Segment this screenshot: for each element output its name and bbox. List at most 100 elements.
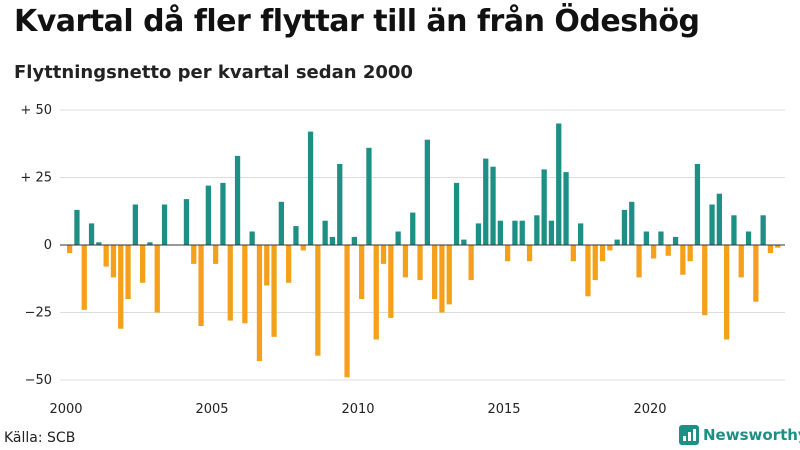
bar-negative xyxy=(227,245,233,321)
bar-positive xyxy=(490,166,496,245)
bar-positive xyxy=(278,201,284,245)
bar-negative xyxy=(724,245,730,340)
bar-negative xyxy=(344,245,350,378)
bar-negative xyxy=(417,245,423,281)
bar-positive xyxy=(541,169,547,245)
bar-positive xyxy=(512,220,518,245)
bar-positive xyxy=(88,223,95,245)
bar-negative xyxy=(505,245,511,262)
bar-negative xyxy=(380,245,387,264)
bar-positive xyxy=(351,236,357,245)
x-tick-label: 2005 xyxy=(195,402,228,417)
bar-negative xyxy=(256,245,263,362)
bar-positive xyxy=(621,209,628,245)
bar-positive xyxy=(658,231,664,245)
bar-positive xyxy=(234,155,241,245)
bar-positive xyxy=(519,220,525,245)
x-tick-label: 2015 xyxy=(487,402,520,417)
bar-negative xyxy=(636,245,642,278)
bar-positive xyxy=(395,231,401,245)
bar-negative xyxy=(110,245,117,278)
chart-logo-icon xyxy=(679,425,699,445)
bar-positive xyxy=(337,164,343,245)
bar-positive xyxy=(709,204,715,245)
bar-positive xyxy=(497,220,503,245)
y-tick-label: + 25 xyxy=(20,171,52,186)
bar-negative xyxy=(125,245,131,299)
bar-positive xyxy=(220,182,226,245)
bar-negative xyxy=(665,245,671,256)
bar-positive xyxy=(410,212,416,245)
bar-negative xyxy=(315,245,321,356)
bar-positive xyxy=(614,239,620,245)
bar-positive xyxy=(731,215,737,245)
bar-positive xyxy=(183,199,190,245)
bar-positive xyxy=(534,215,540,245)
bar-negative xyxy=(286,245,292,283)
bar-negative xyxy=(67,245,73,254)
bar-negative xyxy=(702,245,708,316)
bar-negative xyxy=(402,245,409,278)
bar-positive xyxy=(249,231,255,245)
bar-positive xyxy=(322,220,328,245)
y-tick-label: 0 xyxy=(44,238,52,253)
bar-negative xyxy=(388,245,394,318)
bar-negative xyxy=(271,245,277,337)
source-note: Källa: SCB xyxy=(4,430,76,446)
bar-positive xyxy=(563,172,569,245)
bar-negative xyxy=(599,245,606,262)
bar-positive xyxy=(578,223,584,245)
bar-positive xyxy=(307,131,314,245)
y-tick-label: −50 xyxy=(25,373,52,388)
bar-negative xyxy=(198,245,204,326)
bar-positive xyxy=(461,239,467,245)
bar-negative xyxy=(570,245,576,262)
bar-negative xyxy=(118,245,124,329)
bar-positive xyxy=(548,220,555,245)
bar-negative xyxy=(680,245,686,275)
bar-negative xyxy=(373,245,379,340)
bar-negative xyxy=(738,245,744,278)
x-tick-label: 2020 xyxy=(633,402,666,417)
bar-positive xyxy=(643,231,649,245)
bar-negative xyxy=(81,245,87,310)
bar-positive xyxy=(745,231,752,245)
bar-positive xyxy=(672,236,679,245)
bar-positive xyxy=(483,158,489,245)
bar-negative xyxy=(651,245,657,259)
bar-positive xyxy=(453,182,460,245)
bar-negative xyxy=(592,245,598,281)
bar-negative xyxy=(607,245,613,251)
bar-negative xyxy=(446,245,452,305)
bar-negative xyxy=(767,245,774,254)
bar-positive xyxy=(475,223,482,245)
bar-positive xyxy=(147,242,153,245)
bar-negative xyxy=(687,245,693,262)
bar-negative xyxy=(432,245,438,299)
bar-negative xyxy=(300,245,306,251)
bar-negative xyxy=(191,245,197,264)
bar-negative xyxy=(140,245,146,283)
bar-positive xyxy=(132,204,138,245)
bar-negative xyxy=(103,245,109,267)
chart-title: Kvartal då fler flyttar till än från Öde… xyxy=(14,4,700,39)
bar-negative xyxy=(242,245,248,324)
x-tick-label: 2000 xyxy=(49,402,82,417)
bar-negative xyxy=(154,245,160,313)
chart-subtitle: Flyttningsnetto per kvartal sedan 2000 xyxy=(14,62,413,83)
y-tick-label: −25 xyxy=(25,306,52,321)
bar-positive xyxy=(96,242,102,245)
bar-positive xyxy=(205,185,211,245)
bar-positive xyxy=(74,209,80,245)
bar-positive xyxy=(629,201,635,245)
bar-negative xyxy=(526,245,533,262)
bar-negative xyxy=(753,245,759,302)
bar-negative xyxy=(439,245,445,313)
bar-positive xyxy=(694,164,701,245)
y-tick-label: + 50 xyxy=(20,103,52,118)
brand-name: Newsworthy xyxy=(703,426,800,444)
bar-positive xyxy=(293,226,299,245)
bar-negative xyxy=(585,245,591,297)
bar-positive xyxy=(366,147,372,245)
